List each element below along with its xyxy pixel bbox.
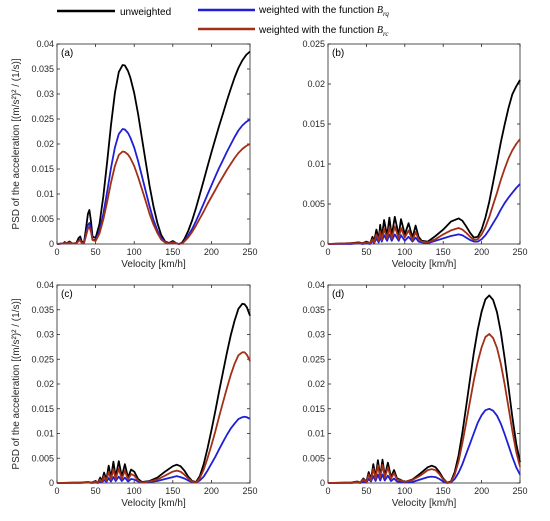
y-tick-label: 0.03 (36, 89, 54, 99)
y-tick-label: 0.01 (307, 429, 325, 439)
y-tick-label: 0.005 (31, 214, 54, 224)
x-tick-label: 50 (91, 486, 101, 496)
x-tick-label: 250 (242, 486, 257, 496)
x-tick-label: 50 (91, 247, 101, 257)
y-tick-label: 0.04 (307, 280, 325, 290)
y-tick-label: 0.01 (36, 429, 54, 439)
y-tick-label: 0.015 (31, 164, 54, 174)
x-tick-label: 150 (436, 486, 451, 496)
legend-label-brq-sub: rq (383, 10, 389, 18)
x-tick-label: 150 (436, 247, 451, 257)
chart-panel-2: 0 50 100 150 200 250 0 0.005 0.01 0.015 0.02 0.025 (… (302, 39, 527, 270)
plot-frame (327, 284, 521, 484)
x-axis-label: Velocity [km/h] (392, 498, 457, 509)
chart-panel-1: 0 50 100 150 200 250 0 0.005 0.01 0.015 0.02 0.025 0… (11, 39, 258, 270)
legend-label-brc-func: B (377, 25, 383, 36)
x-tick-label: 200 (474, 247, 489, 257)
x-tick-label: 250 (512, 247, 527, 257)
y-tick-label: 0.04 (36, 280, 54, 290)
y-tick-label: 0.03 (307, 330, 325, 340)
legend-label-unweighted: unweighted (120, 7, 171, 18)
panel-label: (b) (332, 48, 344, 59)
series-line-3 (327, 333, 521, 484)
series-line-2 (57, 415, 251, 484)
y-tick-label: 0.025 (31, 114, 54, 124)
y-tick-label: 0.035 (31, 64, 54, 74)
y-tick-label: 0.025 (302, 39, 325, 49)
x-axis-label: Velocity [km/h] (121, 259, 186, 270)
y-tick-label: 0 (49, 478, 54, 488)
x-tick-label: 0 (325, 247, 330, 257)
y-tick-label: 0.01 (307, 159, 325, 169)
series-line-3 (56, 143, 251, 245)
y-tick-label: 0 (320, 478, 325, 488)
x-tick-label: 100 (397, 486, 412, 496)
panels: 0 50 100 150 200 25000.0050.010.0150.020.0250… (11, 39, 528, 509)
legend-label-brc-text: weighted with the function (258, 25, 374, 36)
x-tick-label: 200 (474, 486, 489, 496)
y-tick-label: 0.005 (302, 199, 325, 209)
x-tick-label: 100 (127, 247, 142, 257)
series-line-2 (328, 407, 521, 484)
y-tick-label: 0.005 (302, 453, 325, 463)
x-tick-label: 50 (361, 486, 371, 496)
plot-frame (56, 43, 251, 245)
y-tick-label: 0 (49, 239, 54, 249)
chart-panel-4: 0 50 100 150 200 250 0 0.005 0.01 0.015 0.02 0.025 0… (302, 280, 527, 509)
y-tick-label: 0.025 (302, 354, 325, 364)
plot-frame (327, 43, 521, 245)
y-tick-label: 0.015 (302, 119, 325, 129)
legend-label-brq-text: weighted with the function (258, 5, 374, 16)
y-axis-label: PSD of the acceleration [(m/s²)² / (1/s)… (11, 298, 22, 469)
x-tick-label: 200 (204, 486, 219, 496)
y-tick-label: 0.02 (36, 379, 54, 389)
x-tick-label: 250 (512, 486, 527, 496)
panel-label: (c) (61, 289, 73, 300)
y-tick-label: 0.035 (302, 305, 325, 315)
legend: unweighted weighted with the function Br… (57, 5, 389, 38)
x-axis-label: Velocity [km/h] (121, 498, 186, 509)
x-tick-label: 50 (361, 247, 371, 257)
y-tick-label: 0.015 (31, 404, 54, 414)
y-tick-label: 0.01 (36, 189, 54, 199)
x-tick-label: 0 (325, 486, 330, 496)
legend-label-brc: weighted with the function Brc (258, 25, 389, 38)
x-tick-label: 150 (165, 486, 180, 496)
x-axis-label: Velocity [km/h] (392, 259, 457, 270)
series-line-1 (56, 302, 251, 484)
legend-label-brq: weighted with the function Brq (258, 5, 389, 18)
x-tick-label: 250 (242, 247, 257, 257)
y-tick-label: 0.02 (307, 379, 325, 389)
y-tick-label: 0.025 (31, 354, 54, 364)
x-tick-label: 0 (54, 247, 59, 257)
y-tick-label: 0 (320, 239, 325, 249)
x-tick-label: 0 (54, 486, 59, 496)
y-tick-label: 0.035 (31, 305, 54, 315)
panel-label: (d) (332, 289, 344, 300)
legend-label-brc-sub: rc (383, 30, 389, 38)
y-tick-label: 0.02 (36, 139, 54, 149)
panel-label: (a) (61, 48, 73, 59)
chart-panel-3: 0 50 100 150 200 250 0 0.005 0.01 0.015 0.02 0.025 0… (11, 280, 258, 509)
x-tick-label: 150 (165, 247, 180, 257)
series-line-3 (56, 351, 251, 484)
y-tick-label: 0.03 (36, 330, 54, 340)
x-tick-label: 100 (397, 247, 412, 257)
y-tick-label: 0.005 (31, 453, 54, 463)
y-tick-label: 0.015 (302, 404, 325, 414)
x-tick-label: 200 (204, 247, 219, 257)
y-axis-label: PSD of the acceleration [(m/s²)² / (1/s)… (11, 58, 22, 229)
y-tick-label: 0.04 (36, 39, 54, 49)
series-line-3 (327, 138, 521, 245)
legend-label-brq-func: B (377, 5, 383, 16)
x-tick-label: 100 (127, 486, 142, 496)
y-tick-label: 0.02 (307, 79, 325, 89)
